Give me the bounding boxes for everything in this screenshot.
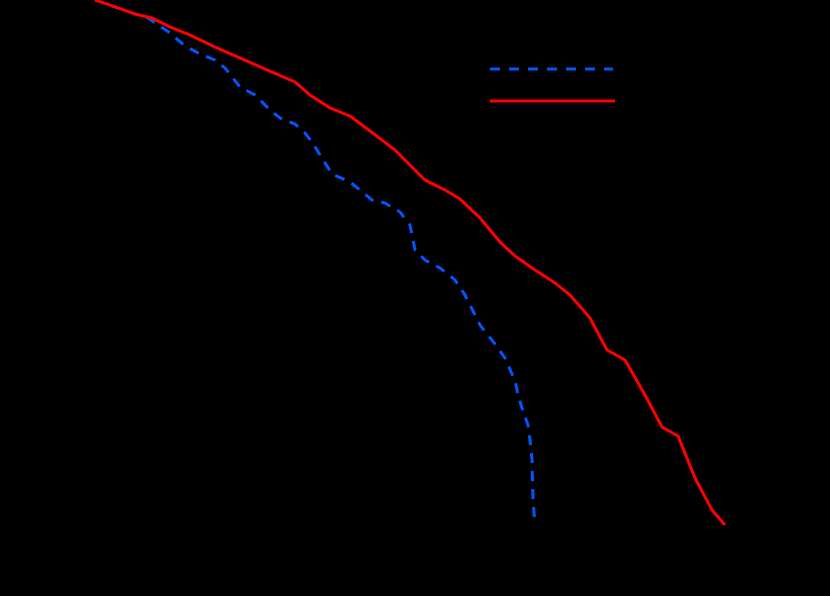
legend [490,67,615,103]
series-layer [94,0,727,526]
series-line-dashed-blue [94,0,537,526]
series-line-solid-red [94,0,727,526]
